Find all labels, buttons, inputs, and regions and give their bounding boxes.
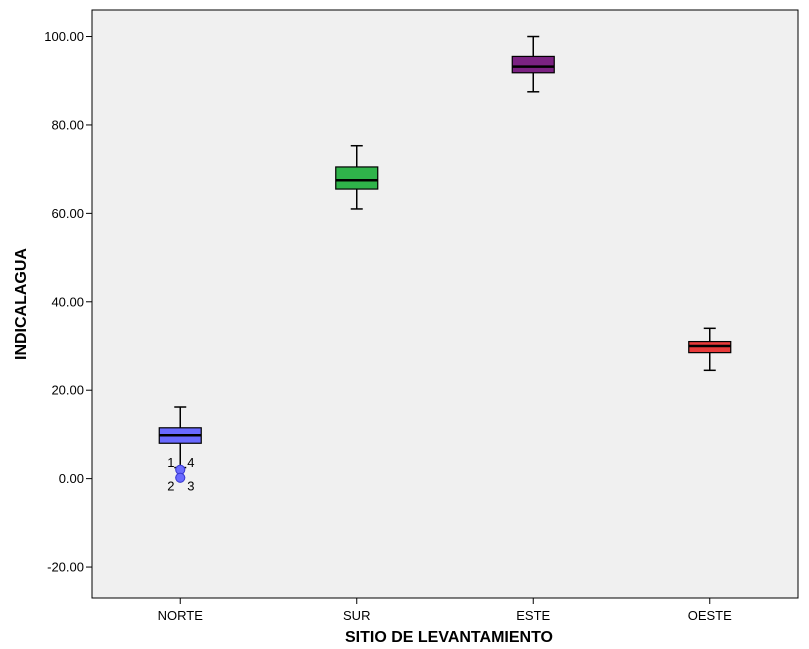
- outlier-label: 4: [187, 455, 194, 470]
- outlier-label: 2: [167, 479, 174, 494]
- y-tick-label: 100.00: [44, 29, 84, 44]
- iqr-box: [511, 55, 555, 74]
- iqr-box: [335, 166, 379, 190]
- y-tick-label: 60.00: [51, 206, 84, 221]
- x-tick-label: ESTE: [516, 608, 550, 623]
- y-tick-label: 0.00: [59, 471, 84, 486]
- box-norte: 1 42 3: [158, 406, 202, 494]
- y-axis-title: INDICALAGUA: [13, 248, 30, 360]
- outlier-point: [175, 472, 186, 483]
- x-tick-label: OESTE: [688, 608, 732, 623]
- box-sur: [335, 144, 379, 210]
- y-tick-label: 80.00: [51, 117, 84, 132]
- x-tick-label: SUR: [343, 608, 370, 623]
- plot-area: [91, 9, 799, 599]
- outlier-label: 1: [167, 455, 174, 470]
- x-axis-title: SITIO DE LEVANTAMIENTO: [345, 629, 553, 646]
- y-tick-label: 40.00: [51, 294, 84, 309]
- y-tick-label: -20.00: [47, 560, 84, 575]
- box-este: [511, 35, 555, 93]
- boxes: 1 42 3: [158, 35, 732, 494]
- outlier-label: 3: [187, 479, 194, 494]
- x-tick-label: NORTE: [158, 608, 204, 623]
- x-axis: NORTE SUR ESTE OESTE: [158, 598, 732, 623]
- y-tick-label: 20.00: [51, 383, 84, 398]
- y-axis: -20.00 0.00 20.00 40.00 60.00 80.00 100.00: [44, 29, 92, 575]
- box-oeste: [688, 327, 732, 372]
